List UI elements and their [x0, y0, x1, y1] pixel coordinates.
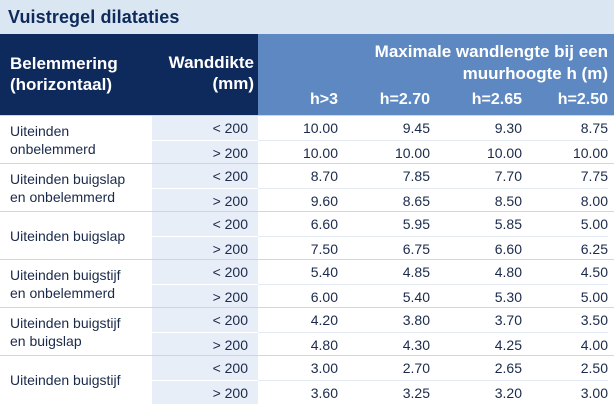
wall-length-cell: 10.00: [338, 140, 430, 164]
table-row-group: Uiteinden buigslap en onbelemmerd < 200 8.7…: [0, 163, 614, 212]
wanddikte-cell: < 200: [152, 212, 258, 236]
table-row: > 200 3.60 3.25 3.20 3.00: [152, 380, 614, 404]
wall-length-cell: 10.00: [522, 140, 608, 164]
wall-length-cell: 4.85: [402, 264, 430, 280]
table-row-group: Uiteinden onbelemmerd < 200 10.00 9.45 9.30 8.…: [0, 115, 614, 164]
belemmering-label: Uiteinden buigslap: [10, 228, 126, 244]
wall-length-cell: 6.00: [258, 284, 338, 308]
wall-length-cell: 5.00: [522, 284, 608, 308]
wall-length-cell: 2.65: [494, 360, 522, 376]
wanddikte-cell: < 200: [152, 260, 258, 284]
wall-length-cell: 6.60: [430, 236, 522, 260]
table-row: > 200 4.80 4.30 4.25 4.00: [152, 332, 614, 356]
height-header: h>3: [309, 91, 338, 108]
wall-length-cell: 7.70: [494, 168, 522, 184]
table-row: < 200 3.00 2.70 2.65 2.50: [152, 356, 614, 380]
wall-length-cell: 2.70: [402, 360, 430, 376]
table-row: > 200 9.60 8.65 8.50 8.00: [152, 188, 614, 212]
wall-length-cell: 4.50: [580, 264, 608, 280]
wall-length-cell: 8.75: [580, 120, 608, 136]
wall-length-cell: 5.40: [338, 284, 430, 308]
wall-length-cell: 4.00: [522, 332, 608, 356]
height-header: h=2.65: [471, 91, 522, 108]
wall-length-cell: 10.00: [258, 140, 338, 164]
table-row: > 200 6.00 5.40 5.30 5.00: [152, 284, 614, 308]
wall-length-cell: 7.85: [402, 168, 430, 184]
wall-length-cell: 8.65: [338, 188, 430, 212]
wanddikte-cell: < 200: [152, 116, 258, 140]
table-row-group: Uiteinden buigslap < 200 6.60 5.95 5.85 5.00 >…: [0, 211, 614, 260]
table-row: < 200 10.00 9.45 9.30 8.75: [152, 116, 614, 140]
wall-length-cell: 3.60: [258, 380, 338, 404]
wall-length-cell: 9.60: [258, 188, 338, 212]
wanddikte-cell: > 200: [152, 188, 258, 212]
wanddikte-cell: > 200: [152, 380, 258, 404]
header-right: Maximale wandlengte bij een muurhoogte h…: [258, 34, 614, 115]
wall-length-cell: 9.45: [402, 120, 430, 136]
wanddikte-cell: > 200: [152, 140, 258, 164]
table-title-bar: Vuistregel dilataties: [0, 0, 614, 34]
wall-length-cell: 8.00: [522, 188, 608, 212]
wall-length-cell: 4.80: [258, 332, 338, 356]
header-wanddikte: Wanddikte (mm): [168, 53, 254, 93]
wall-length-cell: 3.80: [402, 312, 430, 328]
wall-length-cell: 5.95: [402, 216, 430, 232]
wall-length-cell: 8.70: [310, 168, 338, 184]
table-row: < 200 4.20 3.80 3.70 3.50: [152, 308, 614, 332]
wall-length-cell: 4.20: [310, 312, 338, 328]
header-left: Belemmering (horizontaal) Wanddikte (mm): [0, 34, 258, 115]
wanddikte-cell: < 200: [152, 308, 258, 332]
wall-length-cell: 7.50: [258, 236, 338, 260]
wall-length-cell: 5.85: [494, 216, 522, 232]
table-row: < 200 8.70 7.85 7.70 7.75: [152, 164, 614, 188]
wall-length-cell: 4.30: [338, 332, 430, 356]
table-row: < 200 6.60 5.95 5.85 5.00: [152, 212, 614, 236]
table-row-group: Uiteinden buigstijf < 200 3.00 2.70 2.65 2.50…: [0, 355, 614, 404]
table-row: < 200 5.40 4.85 4.80 4.50: [152, 260, 614, 284]
wall-length-cell: 3.00: [310, 360, 338, 376]
wanddikte-cell: > 200: [152, 284, 258, 308]
belemmering-label: Uiteinden buigstijf: [10, 372, 121, 388]
wall-length-cell: 3.20: [430, 380, 522, 404]
wall-length-cell: 10.00: [302, 120, 338, 136]
wall-length-cell: 3.00: [522, 380, 608, 404]
wall-length-cell: 5.00: [580, 216, 608, 232]
wall-length-cell: 6.25: [522, 236, 608, 260]
table-title: Vuistregel dilataties: [8, 6, 180, 27]
wall-length-cell: 6.75: [338, 236, 430, 260]
wall-length-cell: 8.50: [430, 188, 522, 212]
header-max-wall-length: Maximale wandlengte bij een muurhoogte h…: [374, 42, 608, 83]
wall-length-cell: 5.40: [310, 264, 338, 280]
table-row: > 200 7.50 6.75 6.60 6.25: [152, 236, 614, 260]
table-row-group: Uiteinden buigstijf en buigslap < 200 4.20 3…: [0, 307, 614, 356]
wanddikte-cell: < 200: [152, 356, 258, 380]
wall-length-cell: 6.60: [310, 216, 338, 232]
height-header: h=2.70: [379, 91, 430, 108]
height-header: h=2.50: [557, 91, 608, 108]
height-subheaders: h>3 h=2.70 h=2.65 h=2.50: [258, 87, 614, 115]
wall-length-cell: 5.30: [430, 284, 522, 308]
belemmering-label: Uiteinden buigstijf en onbelemmerd: [10, 267, 121, 301]
wall-length-cell: 3.25: [338, 380, 430, 404]
wall-length-cell: 9.30: [494, 120, 522, 136]
wall-length-cell: 4.25: [430, 332, 522, 356]
table-row: > 200 10.00 10.00 10.00 10.00: [152, 140, 614, 164]
table-row-group: Uiteinden buigstijf en onbelemmerd < 200 5.…: [0, 259, 614, 308]
wanddikte-cell: > 200: [152, 332, 258, 356]
belemmering-label: Uiteinden buigslap en onbelemmerd: [10, 171, 126, 205]
belemmering-label: Uiteinden buigstijf en buigslap: [10, 315, 121, 349]
wall-length-cell: 3.50: [580, 312, 608, 328]
wall-length-cell: 4.80: [494, 264, 522, 280]
wall-length-cell: 2.50: [580, 360, 608, 376]
wanddikte-cell: < 200: [152, 164, 258, 188]
header-belemmering: Belemmering (horizontaal): [10, 54, 118, 94]
wall-length-cell: 7.75: [580, 168, 608, 184]
wall-length-cell: 3.70: [494, 312, 522, 328]
wall-length-cell: 10.00: [430, 140, 522, 164]
wanddikte-cell: > 200: [152, 236, 258, 260]
belemmering-label: Uiteinden onbelemmerd: [10, 123, 96, 157]
